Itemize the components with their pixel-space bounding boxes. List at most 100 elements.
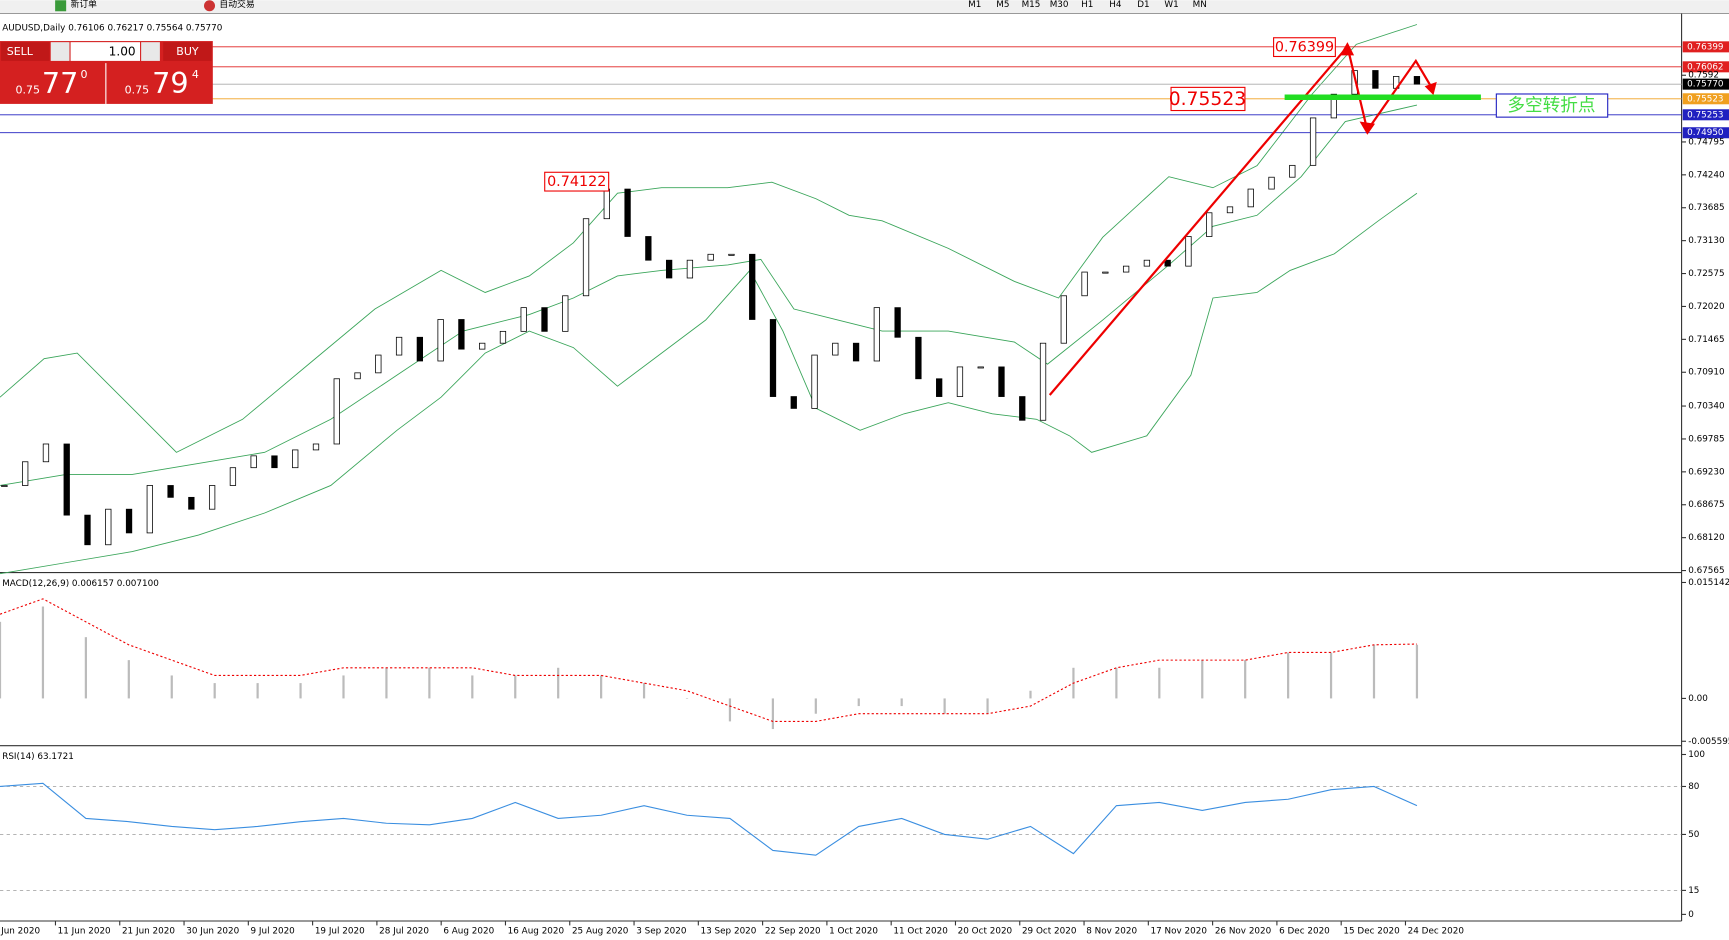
timeframe-button[interactable]: W1	[1164, 0, 1178, 10]
pivot-note-box	[1495, 93, 1609, 118]
candle	[84, 514, 91, 546]
y-tick-label: 0.67565	[1688, 566, 1724, 576]
candle	[1185, 236, 1192, 267]
x-tick-label: 11 Jun 2020	[58, 926, 111, 936]
macd-bar	[642, 683, 646, 699]
candle	[292, 449, 299, 469]
candle	[63, 443, 70, 516]
buy-price-prefix[interactable]: 0.75	[125, 84, 150, 97]
candle	[665, 259, 673, 279]
bollinger-lower	[0, 192, 1418, 575]
macd-bar	[0, 621, 2, 699]
candle	[1060, 295, 1067, 344]
arrow-head	[1424, 81, 1437, 96]
candle	[1226, 206, 1234, 214]
buy-button[interactable]	[163, 42, 212, 61]
sell-label[interactable]: SELL	[7, 45, 34, 58]
x-tick-label: 3 Sep 2020	[636, 926, 687, 936]
candle	[479, 342, 486, 350]
macd-bar	[557, 667, 560, 699]
y-tick-label: 0.74795	[1688, 137, 1724, 147]
candle	[208, 485, 216, 510]
lot-value[interactable]: 1.00	[109, 45, 136, 59]
x-tick-label: 20 Oct 2020	[958, 926, 1013, 936]
y-tick-label: 0	[1688, 910, 1694, 920]
x-tick-label: Jun 2020	[0, 926, 40, 936]
macd-bar	[256, 683, 259, 699]
pivot-note: 多空转折点	[1507, 95, 1595, 116]
sell-price-small[interactable]: 0	[80, 68, 87, 81]
macd-title: MACD(12,26,9) 0.006157 0.007100	[2, 579, 159, 589]
candle	[1122, 265, 1130, 273]
y-tick-label: 0.72020	[1688, 302, 1725, 312]
y-tick-label: 0.73130	[1688, 236, 1725, 246]
candle	[271, 455, 278, 469]
new-order-icon[interactable]	[55, 0, 67, 12]
macd-bar	[514, 675, 517, 699]
y-tick-label: 0.015142	[1688, 578, 1729, 588]
candle	[1268, 176, 1275, 190]
y-tick-label: 0.73685	[1688, 203, 1724, 213]
lot-down[interactable]	[50, 42, 70, 61]
auto-trading-button[interactable]: 自动交易	[219, 0, 254, 10]
y-tick-label: 0.70910	[1688, 368, 1725, 378]
lot-up[interactable]	[141, 42, 160, 61]
candle	[686, 259, 694, 279]
timeframe-button[interactable]: M30	[1050, 0, 1069, 10]
buy-price-small[interactable]: 4	[192, 68, 199, 81]
timeframe-button[interactable]: H4	[1109, 0, 1122, 10]
sell-price-big[interactable]: 77	[42, 66, 78, 100]
candle	[1289, 164, 1296, 178]
candle	[416, 336, 424, 362]
y-tick-label: 0.74240	[1688, 170, 1725, 180]
candle	[167, 485, 174, 498]
sell-price-prefix[interactable]: 0.75	[15, 84, 40, 97]
candle	[437, 319, 444, 362]
x-tick-label: 29 Oct 2020	[1022, 926, 1077, 936]
timeframe-button[interactable]: M1	[968, 0, 981, 10]
auto-trading-icon[interactable]	[203, 0, 216, 12]
candle	[1143, 259, 1151, 267]
bollinger-upper	[0, 24, 1418, 453]
x-tick-label: 21 Jun 2020	[122, 926, 175, 936]
y-tick-label: 0.68675	[1688, 500, 1724, 510]
timeframe-button[interactable]: M15	[1022, 0, 1041, 10]
candle	[1, 485, 8, 487]
new-order-button[interactable]: 新订单	[71, 0, 98, 10]
timeframe-button[interactable]: D1	[1137, 0, 1149, 10]
y-tick-label: 0.70340	[1688, 402, 1725, 412]
level-tag	[1682, 41, 1729, 53]
candle	[624, 188, 631, 237]
macd-bar	[1029, 690, 1032, 699]
candle	[1413, 76, 1421, 85]
high-label: 0.76399	[1275, 40, 1334, 56]
x-tick-label: 24 Dec 2020	[1408, 926, 1465, 936]
level-label: 0.75253	[1687, 110, 1723, 120]
y-tick-label: 0.00	[1688, 694, 1708, 704]
timeframe-button[interactable]: MN	[1193, 0, 1207, 10]
x-tick-label: 8 Nov 2020	[1086, 926, 1137, 936]
candle	[1330, 93, 1337, 119]
timeframe-button[interactable]: H1	[1081, 0, 1093, 10]
macd-bar	[428, 667, 431, 699]
macd-bar	[771, 698, 774, 730]
timeframe-button[interactable]: M5	[996, 0, 1009, 10]
sell-button[interactable]	[1, 42, 50, 61]
prior-high-box	[544, 171, 610, 192]
buy-label[interactable]: BUY	[176, 45, 199, 58]
buy-price-big[interactable]: 79	[152, 66, 188, 100]
bollinger-middle	[0, 104, 1418, 486]
level-label: 0.74950	[1687, 128, 1724, 138]
level-label: 0.76062	[1687, 62, 1723, 72]
x-tick-label: 9 Jul 2020	[251, 926, 296, 936]
macd-bar	[41, 606, 45, 699]
x-tick-label: 25 Aug 2020	[572, 926, 629, 936]
candle	[645, 236, 652, 261]
rsi-line	[0, 782, 1418, 856]
lot-field[interactable]	[70, 42, 141, 61]
candle	[936, 378, 943, 397]
x-tick-label: 15 Dec 2020	[1343, 926, 1400, 936]
y-tick-label: 0.7592	[1688, 71, 1719, 81]
candle	[1081, 271, 1088, 297]
